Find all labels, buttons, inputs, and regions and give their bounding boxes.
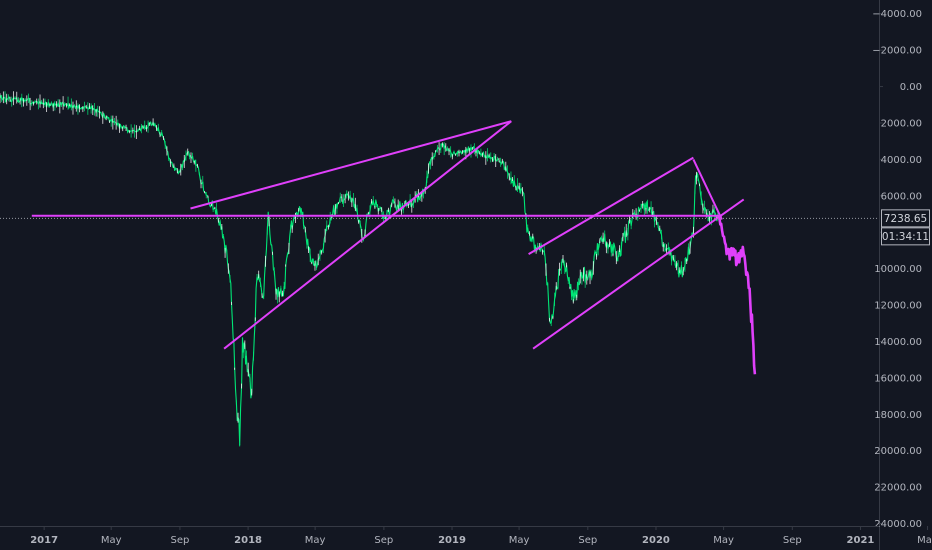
x-tick-label: May (305, 535, 326, 546)
x-axis[interactable]: 2017 May Sep 2018 May Sep 2019 May Sep 2020 May Sep… (0, 526, 932, 546)
trendline-4[interactable] (528, 156, 694, 255)
trendline-1[interactable] (190, 120, 512, 210)
x-tick-label: Sep (578, 535, 597, 546)
y-axis[interactable]: −4000.00 −2000.00 0.00 2000.00 4000.00 6000.0… (872, 0, 922, 550)
x-tick-label: 2018 (234, 535, 262, 546)
y-tick-label: −4000.00 (872, 9, 922, 20)
y-tick-label: −2000.00 (872, 46, 922, 57)
x-tick-label: May (101, 535, 122, 546)
x-tick-label: Sep (783, 535, 802, 546)
projection-series-line (717, 217, 757, 375)
y-tick-label: 0.00 (900, 82, 922, 93)
x-tick-label: Sep (374, 535, 393, 546)
y-tick-label: 6000.00 (881, 191, 922, 202)
countdown-badge (881, 227, 930, 246)
x-tick-label: 2020 (642, 535, 670, 546)
y-tick-label: 12000.00 (874, 301, 922, 312)
current-price-badge (881, 209, 930, 228)
trendline-2[interactable] (223, 120, 512, 350)
countdown-label: 01:34:11 (882, 231, 929, 243)
plot-area[interactable] (0, 91, 757, 447)
x-tick-label: 2017 (30, 535, 58, 546)
y-tick-label: 24000.00 (874, 519, 922, 530)
y-tick-label: 2000.00 (881, 118, 922, 129)
x-tick-label: May (509, 535, 530, 546)
price-badges: 7238.65 01:34:11 (881, 209, 930, 246)
trendline-5[interactable] (532, 198, 745, 350)
x-tick-label: Sep (170, 535, 189, 546)
x-tick-label: May (917, 535, 932, 546)
trendline-6[interactable] (692, 158, 723, 220)
x-tick-label: May (713, 535, 734, 546)
x-tick-label: 2019 (438, 535, 466, 546)
y-tick-label: 10000.00 (874, 264, 922, 275)
current-price-label: 7238.65 (884, 213, 927, 225)
y-tick-label: 14000.00 (874, 337, 922, 348)
y-tick-label: 18000.00 (874, 410, 922, 421)
y-tick-label: 4000.00 (881, 155, 922, 166)
y-tick-label: 16000.00 (874, 373, 922, 384)
y-tick-label: 20000.00 (874, 446, 922, 457)
x-tick-label: 2021 (847, 535, 875, 546)
y-tick-label: 22000.00 (874, 483, 922, 494)
